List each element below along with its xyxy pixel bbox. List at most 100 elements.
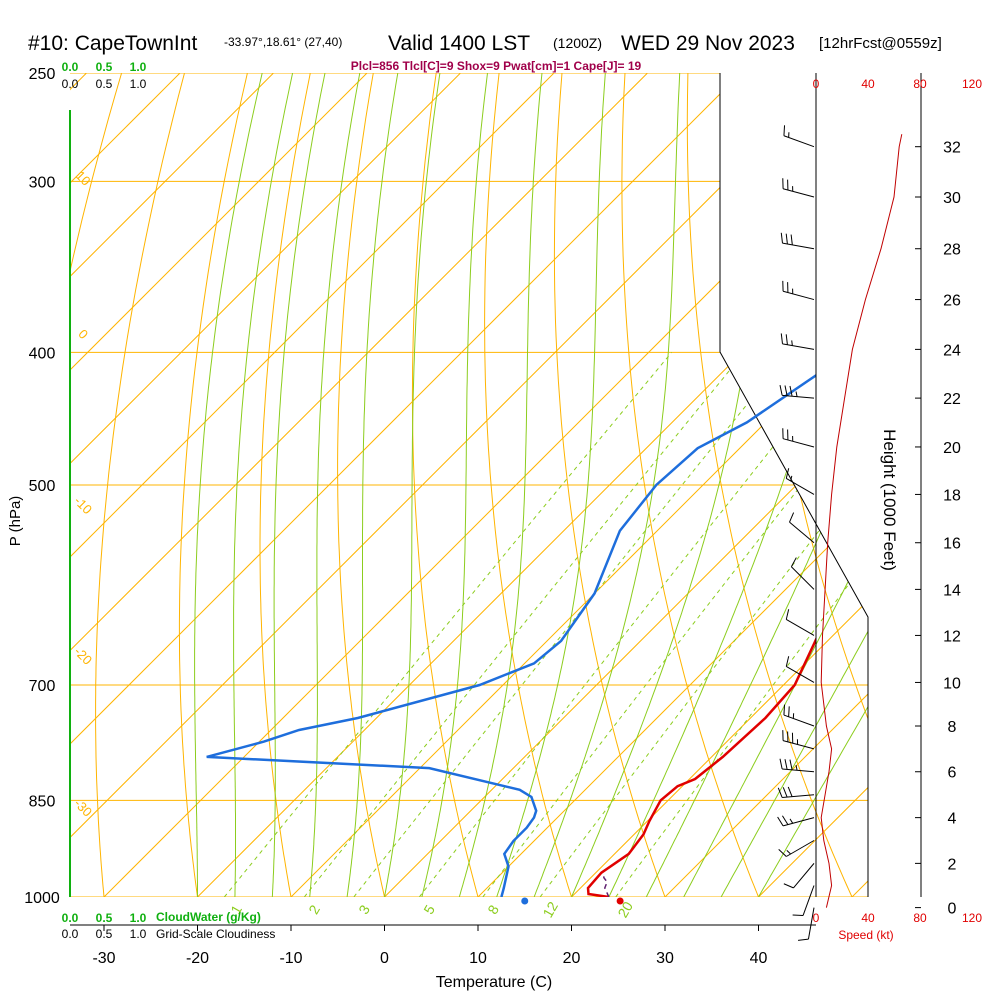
wind-barb bbox=[778, 840, 815, 857]
dry-adiabat bbox=[812, 73, 868, 897]
moist-adiabat bbox=[421, 73, 488, 897]
p-tick-label: 850 bbox=[29, 793, 56, 810]
wind-barb bbox=[780, 232, 815, 250]
height-tick-label: 32 bbox=[943, 140, 961, 157]
cloudiness-tick: 0.0 bbox=[62, 77, 79, 91]
cloudwater-tick: 0.5 bbox=[96, 60, 113, 74]
speed-label: Speed (kt) bbox=[838, 928, 893, 942]
cloudwater-tick: 0.0 bbox=[62, 911, 79, 925]
isotherm bbox=[477, 73, 868, 897]
dry-adiabat bbox=[553, 73, 677, 897]
speed-tick-top: 120 bbox=[962, 77, 982, 91]
mixing-ratio-line bbox=[539, 352, 868, 897]
cloudiness-tick: 0.5 bbox=[96, 77, 113, 91]
dry-adiabat bbox=[484, 73, 582, 897]
x-tick-label: 40 bbox=[750, 950, 768, 967]
valid-zulu: (1200Z) bbox=[553, 35, 602, 51]
speed-tick-bottom: 120 bbox=[962, 911, 982, 925]
wind-barb bbox=[779, 384, 815, 399]
height-tick-label: 14 bbox=[943, 582, 961, 599]
height-tick-label: 20 bbox=[943, 440, 961, 457]
mixing-ratio-line bbox=[223, 352, 672, 897]
p-tick-label: 700 bbox=[29, 678, 56, 695]
height-tick-label: 12 bbox=[943, 628, 961, 645]
valid-time: Valid 1400 LST bbox=[388, 32, 530, 55]
dry-adiabat bbox=[259, 73, 316, 897]
height-tick-label: 4 bbox=[948, 811, 957, 828]
cloudiness-label: Grid-Scale Cloudiness bbox=[156, 927, 275, 941]
dry-adiabat-label: -20 bbox=[71, 644, 95, 668]
x-tick-label: 10 bbox=[469, 950, 487, 967]
height-tick-label: 24 bbox=[943, 342, 961, 359]
height-tick-label: 22 bbox=[943, 391, 961, 408]
isotherm bbox=[70, 73, 368, 897]
speed-tick-bottom: 0 bbox=[813, 911, 820, 925]
mixing-ratio-line bbox=[615, 352, 868, 897]
height-tick-label: 18 bbox=[943, 487, 961, 504]
cloudwater-label: CloudWater (g/Kg) bbox=[156, 910, 261, 924]
cloudwater-tick: 0.0 bbox=[62, 60, 79, 74]
stability-indices: Plcl=856 Tlcl[C]=9 Shox=9 Pwat[cm]=1 Cap… bbox=[351, 59, 642, 73]
dry-adiabat bbox=[70, 73, 130, 897]
wind-barb bbox=[777, 786, 815, 798]
height-axis-label: Height (1000 Feet) bbox=[880, 429, 899, 571]
speed-tick-bottom: 80 bbox=[913, 911, 927, 925]
moist-adiabat bbox=[720, 73, 868, 897]
mixing-ratio-label: 8 bbox=[484, 902, 502, 917]
speed-profile bbox=[820, 134, 903, 908]
series-parcel bbox=[602, 872, 610, 897]
wind-barb bbox=[777, 815, 815, 827]
wind-barb bbox=[783, 704, 815, 727]
x-tick-label: 30 bbox=[656, 950, 674, 967]
wind-barbs bbox=[777, 125, 815, 941]
mixing-ratio-line bbox=[303, 352, 745, 897]
cloudiness-tick: 1.0 bbox=[130, 927, 147, 941]
x-tick-label: -20 bbox=[186, 950, 209, 967]
p-tick-label: 250 bbox=[29, 66, 56, 83]
wind-barb bbox=[783, 863, 815, 889]
dry-adiabat bbox=[95, 73, 192, 897]
wind-barb bbox=[782, 428, 815, 448]
mixing-ratio-line bbox=[418, 352, 849, 897]
height-tick-label: 10 bbox=[943, 675, 961, 692]
mixing-ratio-label: 5 bbox=[420, 902, 438, 917]
dry-adiabat-label: -10 bbox=[71, 493, 95, 517]
speed-tick-top: 80 bbox=[913, 77, 927, 91]
cloudiness-tick: 1.0 bbox=[130, 77, 147, 91]
dry-adiabat bbox=[337, 73, 392, 897]
speed-tick-top: 40 bbox=[861, 77, 875, 91]
wind-barb bbox=[782, 178, 815, 198]
isotherm bbox=[70, 73, 835, 897]
speed-tick-bottom: 40 bbox=[861, 911, 875, 925]
dry-adiabat bbox=[411, 73, 487, 897]
cloudwater-tick: 1.0 bbox=[130, 911, 147, 925]
height-tick-label: 30 bbox=[943, 190, 961, 207]
mixing-ratio-label: 2 bbox=[305, 902, 323, 917]
height-tick-label: 26 bbox=[943, 293, 961, 310]
temperature-axis: -30 -20 -10 0 10 20 30 40 bbox=[70, 924, 816, 967]
valid-date: WED 29 Nov 2023 bbox=[621, 32, 795, 55]
height-tick-label: 28 bbox=[943, 242, 961, 259]
moist-adiabat bbox=[758, 73, 868, 897]
moist-adiabat bbox=[346, 73, 399, 897]
moist-adiabat bbox=[271, 73, 326, 897]
cloudwater-tick: 1.0 bbox=[130, 60, 147, 74]
isotherm bbox=[851, 73, 868, 897]
wind-barb bbox=[783, 125, 815, 148]
wind-barb bbox=[782, 730, 815, 750]
isotherm bbox=[70, 73, 742, 897]
moist-adiabat bbox=[194, 73, 263, 897]
dry-adiabat bbox=[750, 73, 868, 897]
y-axis-label: P (hPa) bbox=[7, 496, 24, 547]
station-title: #10: CapeTownInt bbox=[28, 32, 197, 55]
height-tick-label: 2 bbox=[948, 856, 957, 873]
x-tick-label: -10 bbox=[279, 950, 302, 967]
cloudwater-tick: 0.5 bbox=[96, 911, 113, 925]
thermo-background bbox=[70, 73, 868, 897]
height-tick-label: 0 bbox=[948, 901, 957, 918]
cloudwater-top-ticks: 0.0 0.0 0.5 0.5 1.0 1.0 bbox=[62, 60, 147, 91]
p-tick-label: 500 bbox=[29, 478, 56, 495]
wind-barb bbox=[779, 758, 815, 773]
dry-adiabat bbox=[621, 73, 772, 897]
